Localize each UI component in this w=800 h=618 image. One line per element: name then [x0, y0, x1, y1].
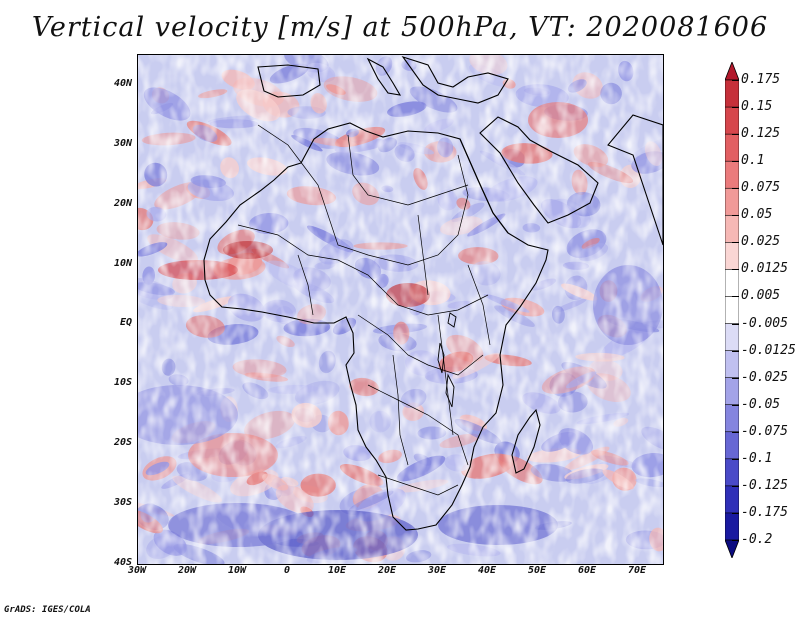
lat-tick-label: 10N: [113, 257, 132, 269]
colorbar-tick-label: -0.125: [741, 477, 788, 493]
colorbar-tick: [732, 540, 739, 541]
colorbar-tick: [732, 377, 739, 379]
redsea-coastline: [459, 138, 509, 234]
colorbar-tick-label: -0.075: [741, 423, 788, 439]
colorbar-segment: [725, 106, 739, 135]
colorbar-tick-label: -0.1: [741, 450, 773, 466]
colorbar-segment: [725, 79, 739, 108]
colorbar-segment: [725, 404, 739, 433]
lon-tick-label: 10E: [327, 565, 347, 576]
colorbar-tick-label: -0.175: [741, 504, 788, 520]
lon-tick-label: 50E: [527, 565, 547, 576]
colorbar-segment: [725, 133, 739, 162]
colorbar-tick: [732, 350, 739, 352]
colorbar-tick: [732, 458, 739, 460]
colorbar-segment: [725, 187, 739, 216]
colorbar-segment: [725, 242, 739, 271]
lat-tick-label: 20N: [113, 197, 132, 209]
colorbar-tick: [732, 215, 739, 217]
colorbar-tick: [732, 188, 739, 190]
colorbar-segment: [725, 296, 739, 325]
colorbar-tick-label: -0.05: [741, 396, 781, 412]
colorbar-segment: [725, 458, 739, 487]
colorbar-segment: [725, 350, 739, 379]
colorbar-tick-label: -0.2: [741, 532, 773, 547]
lon-tick-label: 40E: [477, 565, 497, 576]
colorbar-tick: [732, 269, 739, 271]
colorbar-segment: [725, 377, 739, 406]
texture-overlay: [138, 55, 663, 564]
colorbar-tick: [732, 485, 739, 487]
lat-tick-label: 40S: [113, 557, 132, 568]
colorbar-tick-label: -0.005: [741, 315, 788, 331]
colorbar-tick-label: 0.025: [741, 234, 781, 250]
velocity-field-map: [138, 55, 663, 564]
colorbar-tick-label: 0.125: [741, 126, 781, 142]
lon-tick-label: 70E: [627, 565, 647, 576]
lat-tick-label: 10S: [113, 377, 132, 389]
colorbar-segment: [725, 269, 739, 298]
lon-tick-label: 0: [283, 565, 291, 576]
colorbar-tick-label: -0.025: [741, 369, 788, 385]
lakes: [437, 312, 457, 408]
colorbar-tick-label: 0.175: [741, 72, 781, 87]
colorbar: [725, 62, 739, 558]
colorbar-tick: [732, 242, 739, 244]
colorbar-segment: [725, 323, 739, 352]
country-borders: [237, 124, 491, 496]
lat-tick-label: 30N: [113, 137, 132, 149]
balkans-coastline: [401, 55, 509, 104]
lon-tick-label: 30W: [127, 565, 147, 576]
lat-tick-label: EQ: [119, 317, 132, 329]
india-coastline: [607, 114, 663, 246]
colorbar-tick-label: 0.05: [741, 207, 773, 223]
colorbar-segment: [725, 431, 739, 460]
lat-tick-label: 20S: [113, 437, 132, 449]
colorbar-tick-label: 0.005: [741, 288, 781, 304]
colorbar-tick-label: 0.1: [741, 153, 765, 169]
italy-coastline: [366, 57, 402, 96]
colorbar-tick: [732, 404, 739, 406]
lon-tick-label: 30E: [427, 565, 447, 576]
colorbar-tick-label: 0.075: [741, 180, 781, 196]
colorbar-segment: [725, 485, 739, 514]
map-panel[interactable]: [137, 54, 664, 565]
colorbar-tick: [732, 296, 739, 298]
colorbar-segment: [725, 512, 739, 541]
madagascar-coastline: [511, 408, 541, 474]
lon-tick-label: 20E: [377, 565, 397, 576]
colorbar-tick: [732, 431, 739, 433]
colorbar-tick-label: -0.0125: [741, 342, 796, 358]
colorbar-tick: [732, 134, 739, 136]
lon-tick-label: 20W: [177, 565, 197, 576]
colorbar-tick: [732, 512, 739, 514]
arabia-coastline: [479, 116, 599, 224]
lat-tick-label: 40N: [113, 77, 132, 89]
colorbar-tick-label: 0.15: [741, 99, 773, 115]
lat-tick-label: 30S: [113, 497, 132, 509]
chart-title: Vertical velocity [m/s] at 500hPa, VT: 2…: [31, 12, 769, 43]
lon-tick-label: 60E: [577, 565, 597, 576]
colorbar-tick: [732, 323, 739, 325]
colorbar-tick: [732, 161, 739, 163]
colorbar-tick: [732, 107, 739, 109]
iberia-coastline: [257, 64, 321, 98]
grads-credit: GrADS: IGES/COLA: [4, 605, 91, 615]
colorbar-tick: [732, 80, 739, 81]
colorbar-segment: [725, 214, 739, 243]
colorbar-top-arrow: [725, 62, 739, 81]
lon-tick-label: 10W: [227, 565, 247, 576]
colorbar-bottom-arrow: [725, 539, 739, 558]
colorbar-tick-label: 0.0125: [741, 261, 788, 277]
coastlines: [203, 55, 663, 531]
colorbar-segment: [725, 160, 739, 189]
